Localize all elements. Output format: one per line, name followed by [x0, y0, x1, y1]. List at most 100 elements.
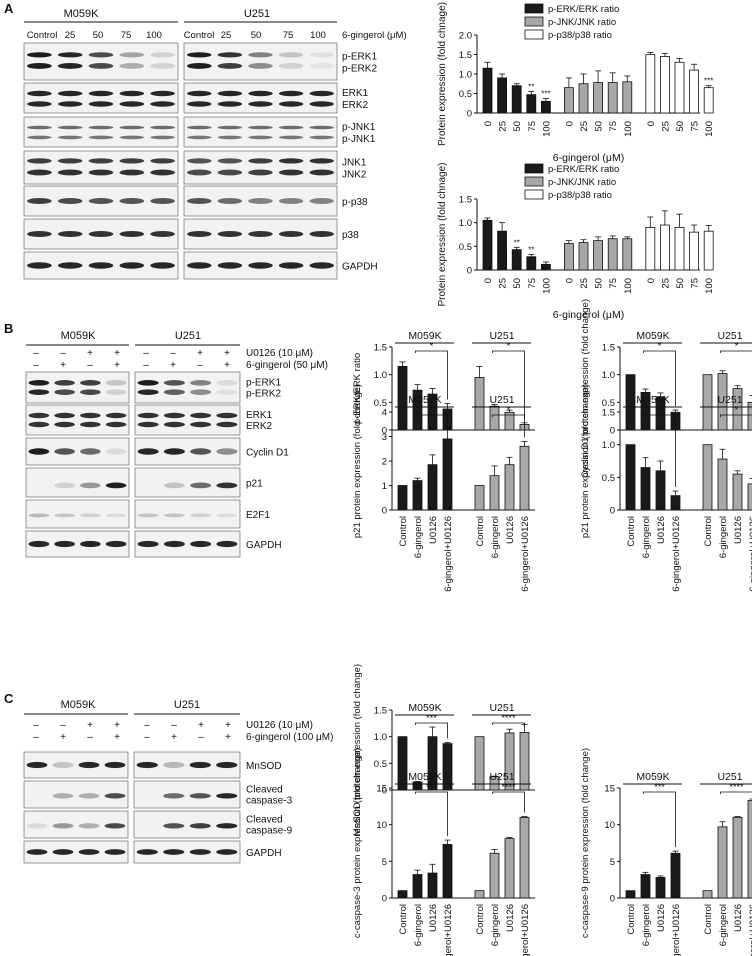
x-tick-label: 6-gingerol+U0126	[671, 904, 682, 956]
blot-band	[217, 90, 243, 97]
blot-strip	[23, 251, 179, 280]
y-tick-label: 0.5	[459, 89, 472, 100]
dose-label: 6-gingerol (μM)	[342, 30, 407, 41]
x-tick-label: 6-gingerol+U0126	[443, 904, 454, 956]
blot-band	[119, 198, 145, 204]
blot-band	[187, 52, 212, 58]
blot-band	[105, 540, 127, 548]
blot-band	[104, 793, 126, 799]
bar	[489, 475, 500, 511]
lane-label: Control	[27, 30, 58, 41]
bar	[541, 100, 551, 114]
blot-band	[119, 135, 145, 140]
treatment-sign: –	[60, 348, 66, 359]
blot-label: GAPDH	[246, 540, 282, 551]
blot-band	[190, 482, 212, 489]
blot-band	[187, 135, 212, 140]
blot-band	[187, 231, 212, 237]
blot-band	[119, 101, 145, 107]
blot-strip	[23, 780, 129, 809]
blot-band	[216, 389, 238, 395]
blot-band	[309, 101, 334, 107]
blot-strip	[25, 467, 130, 498]
blot-band	[216, 448, 238, 455]
blot-band	[187, 125, 212, 130]
bar	[412, 781, 423, 791]
bar	[717, 826, 728, 899]
treatment-sign: +	[87, 348, 93, 359]
bar	[670, 495, 681, 511]
x-tick-label: 6-gingerol	[413, 516, 424, 558]
blot-band	[104, 761, 126, 769]
blot-label: Cleaved	[246, 785, 283, 796]
x-tick-label: U0126	[733, 516, 744, 544]
blot-label: ERK1	[342, 88, 369, 99]
blot-band	[136, 761, 158, 769]
blot-band	[278, 125, 304, 130]
significance-star: **	[514, 238, 520, 247]
x-tick-label: 6-gingerol	[413, 904, 424, 946]
y-tick-label: 2	[382, 457, 387, 468]
blot-label: Cyclin D1	[246, 448, 289, 459]
blot-band	[248, 262, 273, 269]
blot-band	[309, 158, 334, 164]
blot-band	[248, 125, 273, 130]
y-tick-label: 0.5	[374, 759, 387, 770]
x-tick-label: 6-gingerol+U0126	[748, 516, 752, 592]
x-tick-label: Control	[626, 516, 637, 547]
y-tick-label: 1.5	[374, 343, 387, 354]
x-tick-label: 6-gingerol+U0126	[748, 904, 752, 956]
blot-band	[104, 823, 126, 829]
bar	[511, 249, 522, 271]
blot-label: p21	[246, 479, 263, 490]
treatment-sign: –	[60, 720, 66, 731]
treatment-sign: +	[114, 720, 120, 731]
bar	[504, 838, 515, 899]
x-tick-label: 50	[675, 121, 686, 132]
x-tick-label: 50	[594, 278, 605, 289]
blot-strip	[183, 150, 338, 185]
blot-band	[57, 198, 83, 204]
bar	[607, 238, 618, 271]
x-tick-label: 75	[527, 121, 538, 132]
blot-band	[163, 482, 185, 489]
y-tick-label: 1.5	[459, 50, 472, 61]
y-tick-label: 4	[382, 408, 387, 419]
x-tick-label: 50	[675, 278, 686, 289]
bar	[732, 473, 743, 511]
blot-band	[105, 389, 127, 395]
blot-band	[187, 90, 212, 97]
lane-label: 25	[221, 30, 232, 41]
blot-band	[27, 101, 52, 107]
chart-a1: 00.51.01.52.00 25 50**75***100 0 25 50 75 100 0 2…	[437, 2, 715, 164]
x-tick-label: 6-gingerol+U0126	[443, 516, 454, 592]
group-header: M059K	[636, 330, 669, 342]
blot-band	[105, 412, 127, 419]
blot-band	[216, 823, 238, 829]
bar	[564, 243, 574, 271]
x-tick-label: Control	[398, 516, 409, 547]
bar	[593, 82, 603, 114]
blot-band	[119, 169, 145, 176]
blot-band	[278, 169, 304, 176]
blot-band	[57, 125, 83, 130]
significance-star: ****	[501, 713, 516, 723]
bar	[397, 890, 408, 899]
blot-band	[27, 62, 52, 69]
blot-band	[80, 448, 101, 455]
blot-band	[278, 62, 304, 69]
blot-band	[248, 198, 273, 204]
bar	[645, 226, 656, 271]
blot-band	[57, 231, 83, 237]
bar	[732, 816, 743, 899]
treatment-sign: +	[224, 348, 230, 359]
significance-star: *	[658, 405, 662, 415]
x-tick-label: U0126	[505, 516, 516, 544]
blot-band	[137, 380, 159, 386]
treatment-sign: –	[33, 360, 39, 371]
blot-strip	[25, 530, 130, 558]
cell-label-m059k: M059K	[64, 8, 100, 20]
treatment-sign: –	[144, 732, 150, 743]
significance-bracket	[492, 414, 525, 438]
